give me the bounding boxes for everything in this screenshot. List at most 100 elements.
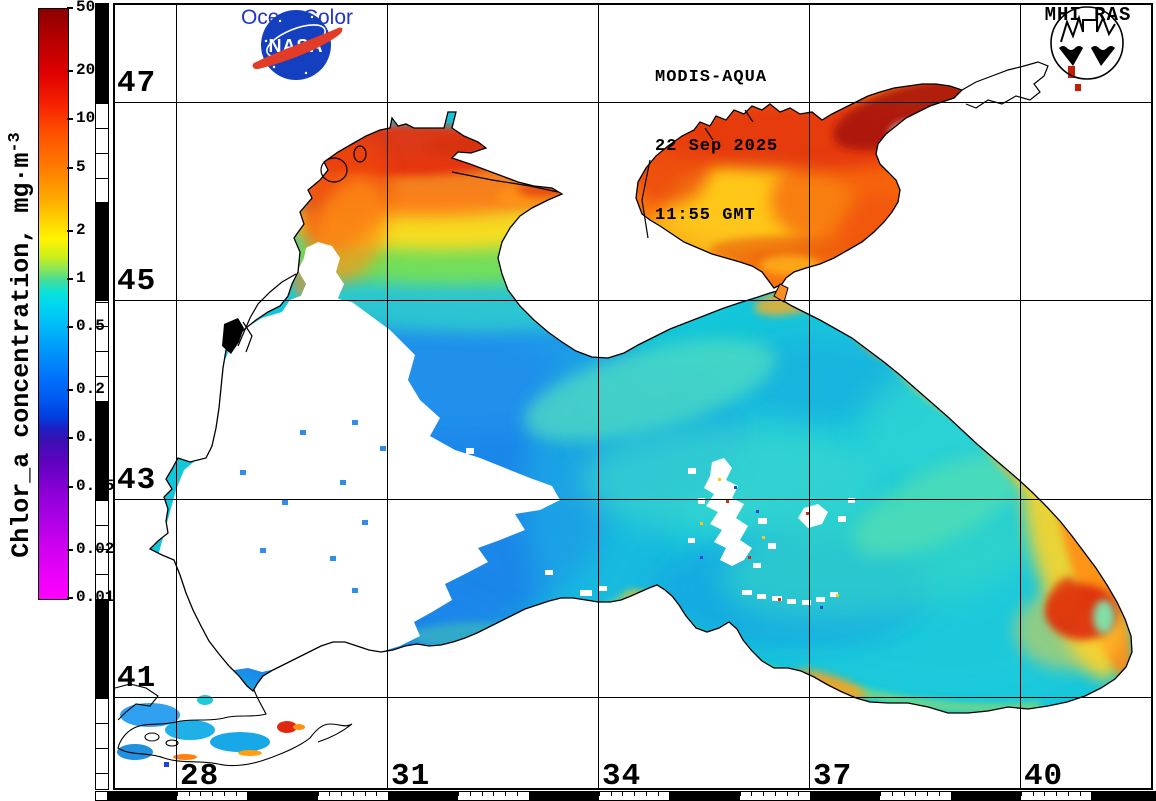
colorbar-title-text: Chlor_a concentration, mg·m xyxy=(7,152,37,558)
longitude-ruler-segment xyxy=(317,792,388,800)
longitude-ruler-tick xyxy=(188,792,190,796)
colorbar-tick-mark xyxy=(67,277,73,280)
meridian-line xyxy=(808,3,810,790)
longitude-ruler-tick xyxy=(809,792,811,796)
mhi-logo xyxy=(1050,6,1124,80)
latitude-ruler-segment xyxy=(96,103,108,203)
longitude-ruler-tick xyxy=(399,792,401,796)
latitude-ruler-tick xyxy=(96,351,108,353)
longitude-ruler-tick xyxy=(235,792,237,796)
longitude-ruler-tick xyxy=(962,792,964,796)
colorbar-tick-label: 0.5 xyxy=(76,317,105,335)
longitude-ruler-tick xyxy=(669,792,671,796)
latitude-ruler-tick xyxy=(96,177,108,179)
latitude-ruler xyxy=(95,3,109,790)
longitude-ruler-tick xyxy=(540,792,542,796)
longitude-ruler-tick xyxy=(575,792,577,796)
longitude-ruler-tick xyxy=(376,792,378,796)
longitude-ruler-segment xyxy=(247,792,318,800)
latitude-ruler-tick xyxy=(96,475,108,477)
latitude-label: 47 xyxy=(117,66,157,101)
longitude-ruler-tick xyxy=(681,792,683,796)
latitude-ruler-tick xyxy=(96,78,108,80)
longitude-ruler-tick xyxy=(247,792,249,796)
azov-coastline xyxy=(635,83,964,289)
longitude-ruler-tick xyxy=(423,792,425,796)
danube-lagoons xyxy=(222,318,244,354)
sensor-label: MODIS-AQUA xyxy=(655,68,768,87)
longitude-label: 37 xyxy=(812,759,853,794)
colorbar-tick-mark xyxy=(67,485,73,488)
cloud-edge-noise xyxy=(240,420,839,609)
latitude-ruler-tick xyxy=(96,549,108,551)
latitude-ruler-tick xyxy=(96,301,108,303)
kerch-strait xyxy=(773,283,789,303)
latitude-ruler-tick xyxy=(96,499,108,501)
longitude-ruler-tick xyxy=(352,792,354,796)
mhi-wordmark: MHI RAS xyxy=(1044,4,1132,26)
nasa-logo-swoosh xyxy=(252,27,343,70)
longitude-ruler-tick xyxy=(505,792,507,796)
latitude-ruler-tick xyxy=(96,326,108,328)
longitude-ruler-segment xyxy=(739,792,810,800)
colorbar-tick-label: 0.05 xyxy=(76,476,115,495)
longitude-ruler-tick xyxy=(434,792,436,796)
longitude-ruler-tick xyxy=(165,792,167,796)
longitude-ruler-tick xyxy=(845,792,847,796)
colorbar-tick-label: 1 xyxy=(76,268,86,287)
longitude-ruler-tick xyxy=(598,792,600,796)
longitude-ruler-tick xyxy=(212,792,214,796)
latitude-ruler-segment xyxy=(96,301,108,401)
longitude-ruler-tick xyxy=(458,792,460,796)
mhi-logo-circle xyxy=(1050,6,1124,80)
longitude-ruler-tick xyxy=(1091,792,1093,796)
meridian-line xyxy=(176,3,177,790)
longitude-label: 40 xyxy=(1023,759,1064,794)
longitude-ruler-tick xyxy=(903,792,905,796)
latitude-ruler-tick xyxy=(96,450,108,452)
latitude-ruler-tick xyxy=(96,53,108,55)
longitude-ruler-tick xyxy=(692,792,694,796)
nasa-logo-block: NASA OceanColor xyxy=(240,5,354,80)
latitude-ruler-tick xyxy=(96,574,108,576)
longitude-ruler-segment xyxy=(387,792,459,800)
longitude-ruler-tick xyxy=(411,792,413,796)
latitude-ruler-tick xyxy=(96,698,108,700)
colorbar-tick-label: 0.02 xyxy=(76,539,115,558)
longitude-ruler-tick xyxy=(1079,792,1081,796)
latitude-ruler-tick xyxy=(96,375,108,377)
colorbar-gradient xyxy=(38,8,69,600)
longitude-ruler-segment xyxy=(177,792,248,800)
longitude-ruler-tick xyxy=(938,792,940,796)
longitude-ruler-segment xyxy=(106,792,177,800)
meridian-line xyxy=(1019,3,1021,790)
longitude-ruler-segment xyxy=(528,792,599,800)
longitude-ruler-tick xyxy=(892,792,894,796)
longitude-ruler-tick xyxy=(950,792,952,796)
longitude-ruler-tick xyxy=(622,792,624,796)
colorbar-tick-mark xyxy=(67,437,73,440)
longitude-ruler-tick xyxy=(294,792,296,796)
latitude-ruler-tick xyxy=(96,772,108,774)
longitude-ruler-tick xyxy=(1056,792,1058,796)
colorbar-tick-mark xyxy=(67,118,73,121)
latitude-ruler-tick xyxy=(96,276,108,278)
parallel-line xyxy=(113,102,1153,103)
longitude-ruler-tick xyxy=(927,792,929,796)
longitude-ruler-tick xyxy=(516,792,518,796)
longitude-ruler-segment xyxy=(598,792,670,800)
longitude-ruler-tick xyxy=(985,792,987,796)
longitude-ruler-tick xyxy=(1044,792,1046,796)
don-river-pixel xyxy=(1068,66,1075,78)
meridian-line xyxy=(597,3,599,790)
colorbar-tick-label: 5 xyxy=(76,157,86,176)
meridian-line xyxy=(386,3,388,790)
latitude-ruler-segment xyxy=(96,698,108,789)
longitude-ruler-tick xyxy=(821,792,823,796)
longitude-ruler-tick xyxy=(563,792,565,796)
longitude-ruler-tick xyxy=(751,792,753,796)
marmara-region xyxy=(114,683,353,767)
longitude-ruler-tick xyxy=(997,792,999,796)
colorbar-title: Chlor_a concentration, mg·m-3 xyxy=(6,132,36,557)
